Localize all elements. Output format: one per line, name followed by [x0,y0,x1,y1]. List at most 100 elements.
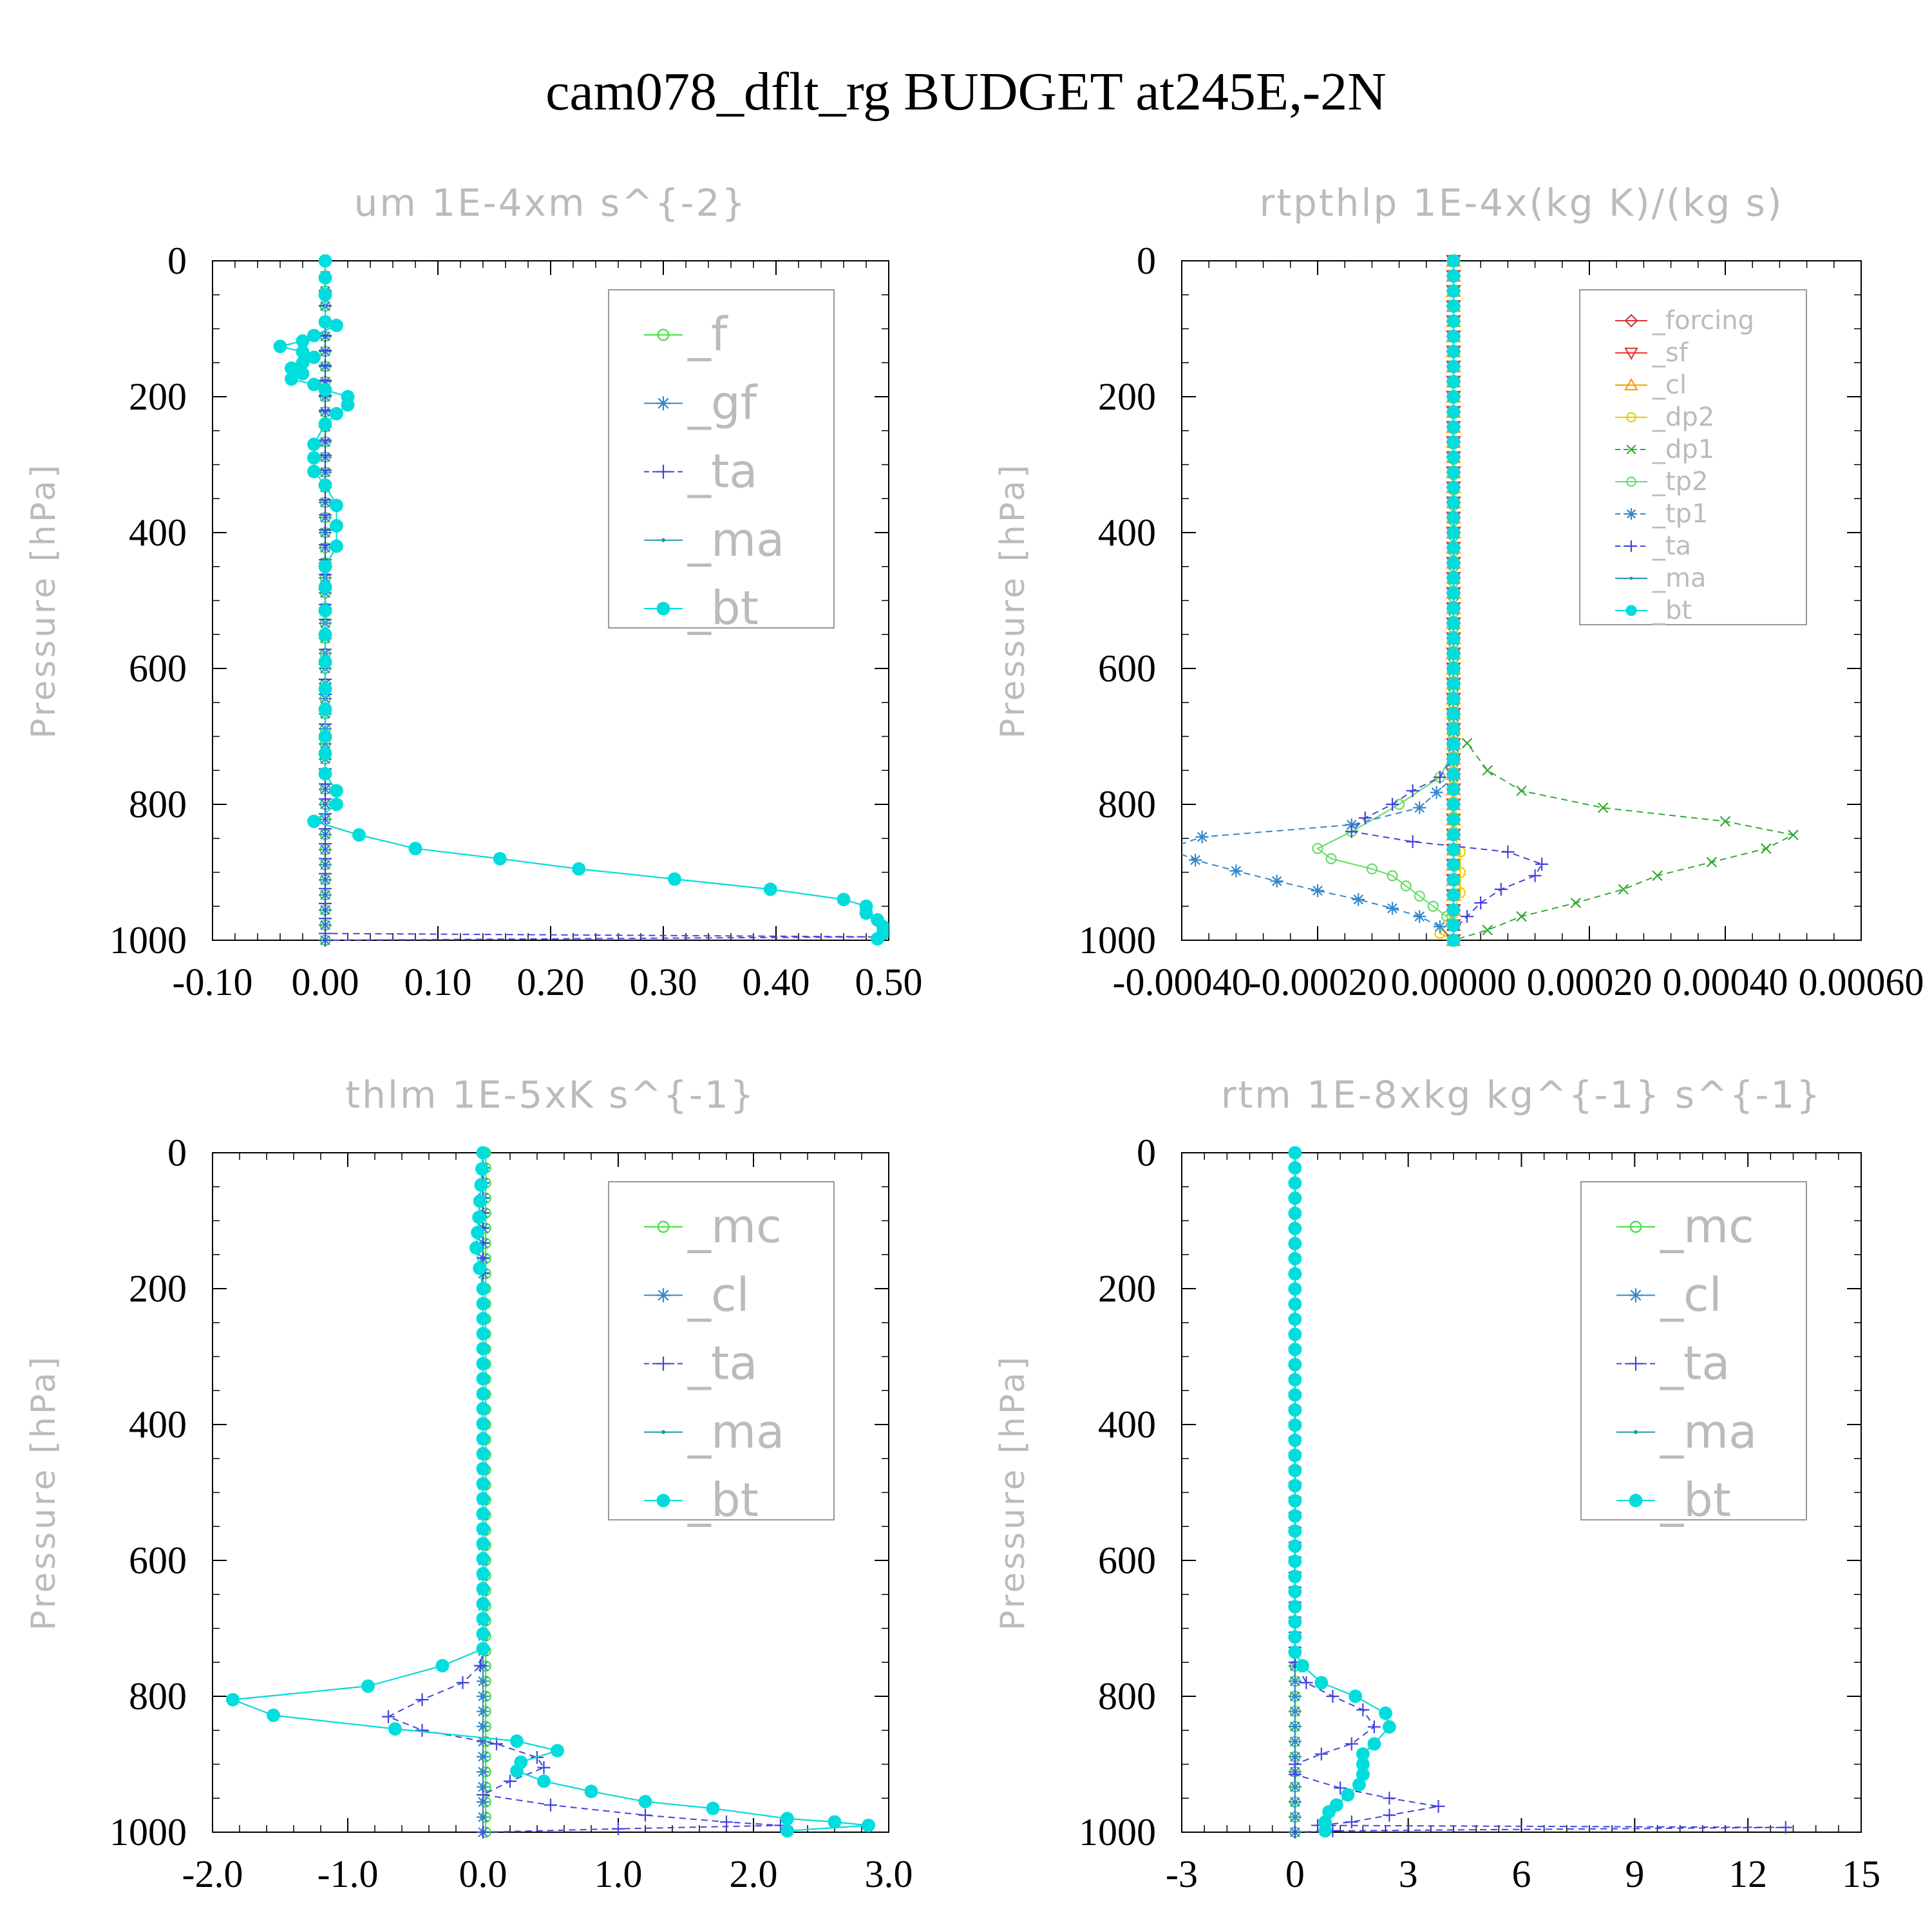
data-point [477,1788,489,1801]
data-point [1386,798,1399,811]
data-point [1788,829,1799,840]
x-tick-label: -0.00020 [1249,961,1387,1003]
data-point [330,784,343,798]
data-point [510,1764,524,1778]
legend-swatch-marker [1626,477,1636,487]
legend-item-ta: _ta [1616,1336,1730,1390]
data-point [1383,1792,1396,1805]
legend-label: _f [687,307,728,361]
plot-area [226,1146,875,1839]
legend: _forcing_sf_cl_dp2 _dp1 _tp2_tp1_ta _ma _bt [1579,289,1807,625]
y-tick-label: 400 [1098,511,1156,554]
data-point [361,1679,375,1693]
data-point [1356,1747,1370,1761]
series-line [1182,261,1454,941]
y-tick-label: 800 [1098,783,1156,826]
data-point [1288,1509,1302,1523]
panel-thlm: thlm 1E-5xK s^{-1} 0 200 400 600 800 1000-2.0 -… [24,1073,913,1895]
data-point [1446,661,1461,676]
y-tick-label: 200 [1098,1267,1156,1310]
data-point [456,1676,469,1689]
data-point [1570,897,1582,909]
data-point [285,372,298,386]
legend-item-mc: _mc [644,1199,782,1253]
data-point [476,1507,490,1520]
data-point [1446,269,1461,283]
data-point [296,366,310,381]
x-tick-label: -0.00040 [1113,961,1251,1003]
data-point [1446,737,1461,751]
data-point [476,1387,490,1401]
data-point [871,932,884,946]
data-point [1288,1539,1302,1553]
y-tick-label: 800 [1098,1675,1156,1718]
data-point [1349,1689,1363,1703]
legend-swatch-marker [656,396,670,411]
x-tick-label: 3.0 [865,1853,913,1895]
legend-swatch-marker [1624,314,1638,328]
x-tick-label: -0.10 [173,961,253,1003]
data-point [1288,1705,1302,1718]
data-point [1383,1808,1396,1822]
legend-item-cl: _cl [1615,370,1687,400]
data-point [477,1765,489,1779]
data-point [1406,835,1419,849]
data-point [1446,601,1461,615]
data-point [1446,828,1461,842]
series-line [1294,1153,1390,1831]
data-point [1446,842,1461,857]
data-point [469,1241,483,1255]
data-point [1288,1161,1302,1175]
data-point [476,1341,490,1356]
plot-area [273,254,889,947]
legend-item-ma: _ma [644,1405,784,1459]
data-point [1288,1312,1302,1326]
data-point [1288,1584,1302,1598]
data-point [382,1710,395,1723]
data-point [1446,375,1461,389]
data-point [307,437,321,451]
data-point [1446,299,1461,313]
data-point [1618,884,1629,895]
data-point [1446,933,1461,947]
data-point [476,1612,490,1626]
data-point [1433,920,1446,933]
x-tick-label: -3 [1166,1853,1198,1895]
data-point [477,1826,489,1839]
legend-item-ta: _ta [644,444,757,498]
data-point [1189,853,1202,867]
data-point [319,934,332,947]
data-point [1446,390,1461,404]
data-point [319,792,332,806]
data-point [1288,1524,1302,1538]
data-point [1326,1690,1340,1703]
data-point [1446,692,1461,706]
data-point [1446,676,1461,690]
data-point [859,906,873,920]
legend-label: _bt [687,581,759,635]
data-point [341,398,355,412]
data-point [408,842,422,856]
data-point [1288,1768,1302,1781]
data-point [537,1761,551,1774]
legend-label: _ta [1660,1336,1730,1390]
data-point [1325,853,1337,865]
panel-title: um 1E-4xm s^{-2} [354,181,748,225]
plot-area [1288,1146,1792,1839]
legend-swatch-marker [656,1288,670,1303]
data-point [1446,888,1461,902]
data-point [477,1705,489,1718]
data-point [1535,857,1549,871]
data-point [476,1327,490,1341]
data-point [1345,1815,1358,1829]
data-point [510,1734,524,1748]
x-tick-label: 0 [1285,1853,1305,1895]
series-line [325,261,878,941]
data-point [1761,843,1772,854]
data-point [1288,1569,1302,1584]
data-point [477,1674,489,1688]
data-point [1430,786,1443,799]
legend-item-sf: _sf [1615,338,1689,368]
data-point [477,1719,489,1733]
data-point [1270,875,1283,888]
